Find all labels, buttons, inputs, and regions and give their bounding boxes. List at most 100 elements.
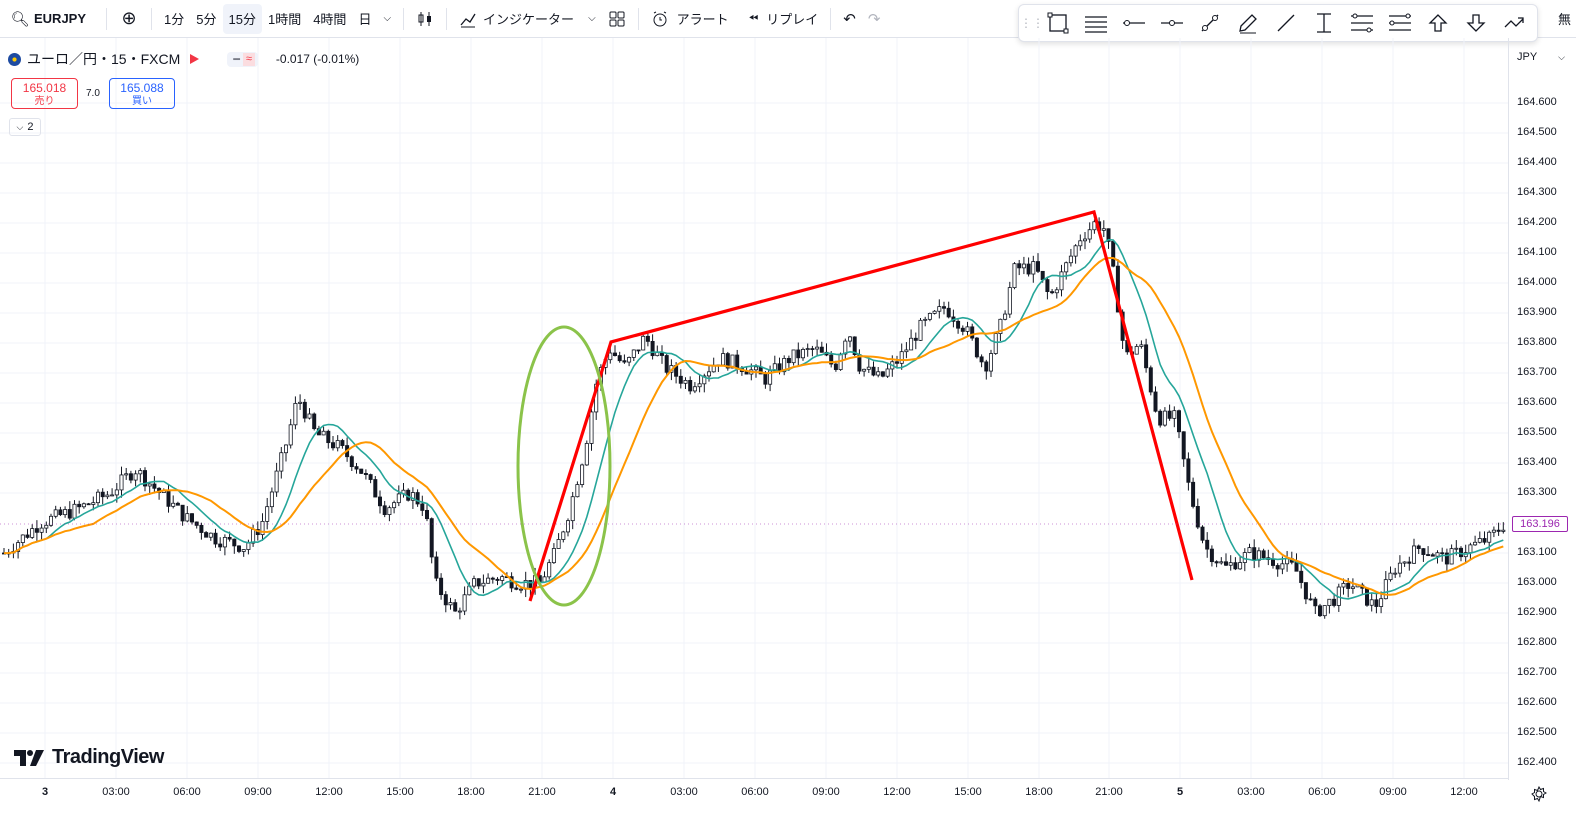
candle-down: [204, 532, 209, 538]
drag-handle-icon[interactable]: ⋮⋮: [1020, 16, 1044, 30]
symbol-search[interactable]: 🔍︎ EURJPY: [4, 4, 92, 34]
price-change: -0.017 (-0.01%): [275, 52, 360, 66]
candle-up: [1139, 344, 1144, 347]
rectangle-tool[interactable]: [1039, 7, 1077, 39]
candle-up: [49, 515, 54, 526]
brush-tool[interactable]: [1229, 7, 1267, 39]
candle-down: [86, 503, 91, 506]
candle-down: [152, 483, 157, 489]
alert-button[interactable]: アラート: [645, 4, 735, 34]
layouts-button[interactable]: [602, 4, 632, 34]
candle-down: [420, 503, 425, 511]
compare-add-button[interactable]: ⊕: [113, 4, 145, 34]
divider: [403, 7, 405, 30]
candle-up: [547, 562, 552, 578]
candle-down: [1365, 587, 1370, 606]
candle-up: [1219, 561, 1224, 564]
price-tick: 163.300: [1517, 486, 1557, 498]
candle-up: [932, 310, 937, 314]
candle-down: [810, 348, 815, 350]
interval-4h[interactable]: 4時間: [313, 12, 347, 27]
trend-line-tool[interactable]: [1191, 7, 1229, 39]
replay-button[interactable]: ⏪︎ リプレイ: [743, 4, 825, 34]
current-price-value: 163.196: [1520, 518, 1560, 530]
price-tick: 163.500: [1517, 426, 1557, 438]
interval-1m[interactable]: 1分: [164, 12, 185, 27]
candle-down: [439, 577, 444, 596]
fib-icon: [1351, 13, 1373, 33]
candle-up: [989, 353, 994, 372]
sell-price: 165.018: [22, 81, 67, 95]
candle-down: [34, 528, 39, 533]
interval-1h[interactable]: 1時間: [267, 12, 302, 27]
arrow-marker-tool[interactable]: [1495, 7, 1533, 39]
search-icon: 🔍︎: [10, 10, 30, 28]
collapse-count: 2: [27, 121, 34, 133]
interval-1d[interactable]: 日: [358, 12, 372, 27]
minus-icon: ━: [233, 53, 240, 66]
settings-button[interactable]: [1528, 783, 1550, 805]
time-tick: 03:00: [1237, 786, 1265, 798]
interval-15m[interactable]: 15分: [222, 3, 262, 34]
candle-up: [866, 366, 871, 370]
interval-5m[interactable]: 5分: [196, 12, 217, 27]
horizontal-ray-tool[interactable]: [1115, 7, 1153, 39]
horizontal-lines-tool[interactable]: [1077, 7, 1115, 39]
alert-label: アラート: [676, 12, 729, 27]
candle-up: [171, 502, 176, 507]
candle-up: [1083, 238, 1088, 242]
currency-selector[interactable]: JPY ⌵: [1513, 48, 1569, 66]
candle-up: [279, 452, 284, 472]
candle-down: [166, 490, 171, 507]
candle-up: [1477, 538, 1482, 543]
chart-legend: ユーロ／円・15・FXCM ━ ≈ -0.017 (-0.01%) 165.01…: [8, 48, 360, 136]
arrow-up-icon: [1428, 14, 1448, 32]
candle-up: [1388, 572, 1393, 581]
arrow-up-tool[interactable]: [1419, 7, 1457, 39]
time-axis[interactable]: 3 03:00 06:00 09:00 12:00 15:00 18:00 21:00 4 03:…: [0, 778, 1508, 808]
candle-up: [556, 539, 561, 549]
visibility-toggle[interactable]: ━ ≈: [227, 51, 258, 67]
candle-up: [1092, 221, 1097, 231]
candle-down: [58, 509, 63, 516]
legend-collapse-button[interactable]: ⌵ 2: [9, 118, 41, 136]
time-tick: 15:00: [386, 786, 414, 798]
symbol-name: EURJPY: [34, 11, 87, 26]
alarm-clock-icon: [653, 11, 667, 26]
candle-up: [481, 582, 486, 587]
candle-down: [363, 473, 368, 475]
line-tool[interactable]: [1267, 7, 1305, 39]
candle-up: [265, 506, 270, 522]
fib-retracement-tool[interactable]: [1343, 7, 1381, 39]
candle-down: [77, 503, 82, 508]
candle-up: [105, 494, 110, 498]
fib-channel-tool[interactable]: [1381, 7, 1419, 39]
price-chart[interactable]: [0, 38, 1508, 778]
candle-down: [1299, 570, 1304, 583]
candle-up: [486, 577, 491, 584]
arrow-down-tool[interactable]: [1457, 7, 1495, 39]
candle-up: [1435, 552, 1440, 557]
candle-up: [721, 353, 726, 366]
price-tick: 163.800: [1517, 336, 1557, 348]
indicators-button[interactable]: インジケーター ⌵: [453, 4, 602, 34]
candle-down: [330, 442, 335, 449]
candle-up: [909, 337, 914, 351]
candle-down: [476, 578, 481, 587]
candle-up: [1501, 529, 1506, 532]
spread-value: 7.0: [86, 88, 100, 99]
buy-button[interactable]: 165.088 買い: [109, 78, 175, 109]
candle-up: [566, 520, 571, 533]
undo-button[interactable]: ↶: [837, 4, 862, 34]
vertical-range-tool[interactable]: [1305, 7, 1343, 39]
chart-type-button[interactable]: [410, 4, 440, 34]
redo-button[interactable]: ↷: [862, 4, 887, 34]
horizontal-line-tool[interactable]: [1153, 7, 1191, 39]
candle-down: [1045, 279, 1050, 293]
candle-down: [1440, 552, 1445, 555]
flag-icon: [8, 52, 21, 66]
interval-dropdown[interactable]: ⌵: [377, 4, 397, 34]
sell-button[interactable]: 165.018 売り: [11, 78, 78, 109]
price-axis[interactable]: JPY ⌵ 164.600 164.500 164.400 164.300 164.20…: [1508, 38, 1576, 780]
candle-down: [1430, 554, 1435, 557]
